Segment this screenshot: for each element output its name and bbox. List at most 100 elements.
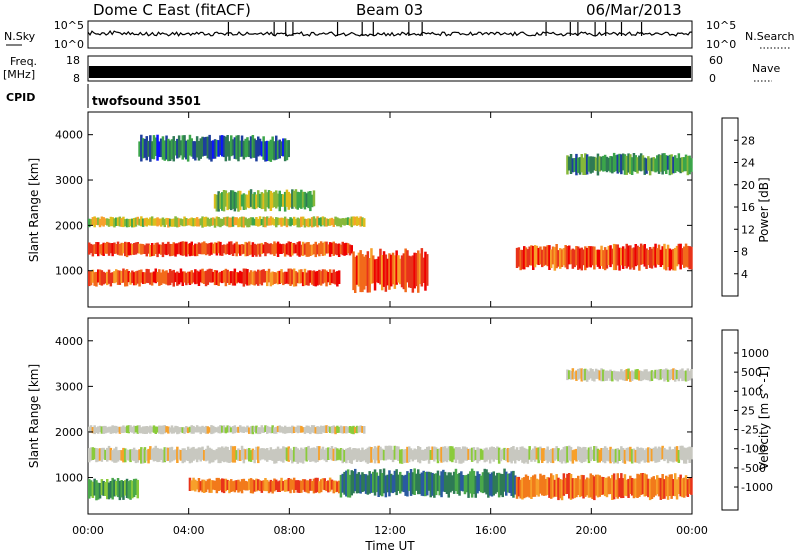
data-cell (257, 190, 260, 208)
data-cell (271, 136, 274, 160)
data-cell (181, 427, 184, 434)
data-cell (181, 241, 184, 256)
data-cell (242, 216, 246, 228)
data-cell (512, 470, 515, 498)
data-cell (192, 446, 195, 461)
data-cell (190, 447, 193, 463)
data-cell (269, 191, 273, 211)
data-cell (364, 474, 368, 494)
data-cell (276, 425, 280, 432)
data-cell (145, 268, 148, 283)
data-cell (452, 471, 456, 494)
data-cell (215, 242, 219, 256)
data-cell (267, 218, 271, 226)
data-cell (688, 370, 691, 381)
power-ylabel: Slant Range [km] (27, 158, 41, 262)
data-cell (143, 245, 147, 254)
data-cell (246, 218, 249, 228)
data-cell (149, 135, 152, 162)
data-cell (88, 242, 91, 255)
data-cell (177, 218, 181, 227)
data-cell (328, 448, 332, 460)
data-cell (397, 446, 400, 461)
data-cell (275, 479, 278, 491)
data-cell (275, 217, 278, 228)
data-cell (131, 270, 134, 284)
data-cell (366, 475, 370, 495)
data-cell (249, 217, 253, 226)
data-cell (291, 243, 294, 256)
data-cell (627, 245, 630, 267)
data-cell (596, 448, 600, 463)
noise-line (87, 30, 692, 37)
data-cell (654, 446, 657, 463)
data-cell (587, 156, 591, 172)
data-cell (239, 481, 242, 492)
data-cell (483, 468, 486, 493)
data-cell (357, 217, 361, 225)
data-cell (98, 269, 102, 285)
data-cell (248, 448, 251, 462)
data-cell (192, 218, 195, 227)
data-cell (280, 477, 283, 492)
data-cell (312, 447, 316, 462)
nave-tick-top: 60 (709, 54, 723, 67)
data-cell (352, 251, 355, 291)
data-cell (612, 473, 616, 500)
data-cell (426, 254, 429, 286)
data-cell (643, 473, 646, 497)
data-cell (102, 242, 105, 256)
data-cell (222, 217, 226, 225)
nsearch-label: N.Search (745, 30, 795, 43)
data-cell (122, 447, 125, 463)
data-cell (176, 271, 179, 286)
data-cell (339, 448, 343, 461)
data-cell (231, 216, 235, 227)
data-cell (273, 272, 276, 284)
data-cell (127, 271, 130, 283)
data-cell (194, 218, 197, 227)
data-cell (422, 449, 425, 461)
data-cell (679, 243, 682, 270)
data-cell (672, 368, 675, 381)
data-cell (296, 480, 299, 493)
data-cell (305, 272, 308, 286)
data-cell (605, 370, 609, 381)
data-cell (115, 481, 118, 496)
data-cell (537, 247, 540, 265)
data-cell (648, 247, 652, 268)
data-cell (515, 476, 519, 499)
velocity-ylabel: Slant Range [km] (27, 364, 41, 468)
data-cell (249, 450, 253, 462)
data-cell (314, 448, 317, 463)
data-cell (91, 244, 95, 257)
data-cell (319, 241, 323, 254)
data-cell (301, 216, 305, 226)
data-cell (159, 272, 163, 285)
data-cell (213, 139, 217, 159)
data-cell (575, 370, 578, 381)
data-cell (314, 271, 317, 287)
data-cell (107, 219, 111, 227)
data-cell (116, 217, 120, 226)
data-cell (217, 272, 220, 286)
data-cell (266, 242, 269, 254)
data-cell (569, 446, 573, 462)
data-cell (192, 141, 195, 159)
data-cell (544, 246, 548, 265)
data-cell (134, 271, 138, 286)
data-cell (575, 153, 578, 176)
data-cell (275, 190, 278, 209)
data-cell (161, 217, 165, 226)
data-cell (377, 445, 380, 464)
data-cell (621, 153, 625, 171)
data-cell (684, 370, 688, 382)
data-cell (600, 448, 603, 461)
data-cell (161, 425, 165, 435)
data-cell (195, 244, 199, 257)
data-cell (301, 241, 305, 256)
data-cell (167, 447, 170, 461)
data-cell (138, 269, 141, 287)
data-cell (657, 369, 661, 381)
data-cell (447, 446, 450, 461)
